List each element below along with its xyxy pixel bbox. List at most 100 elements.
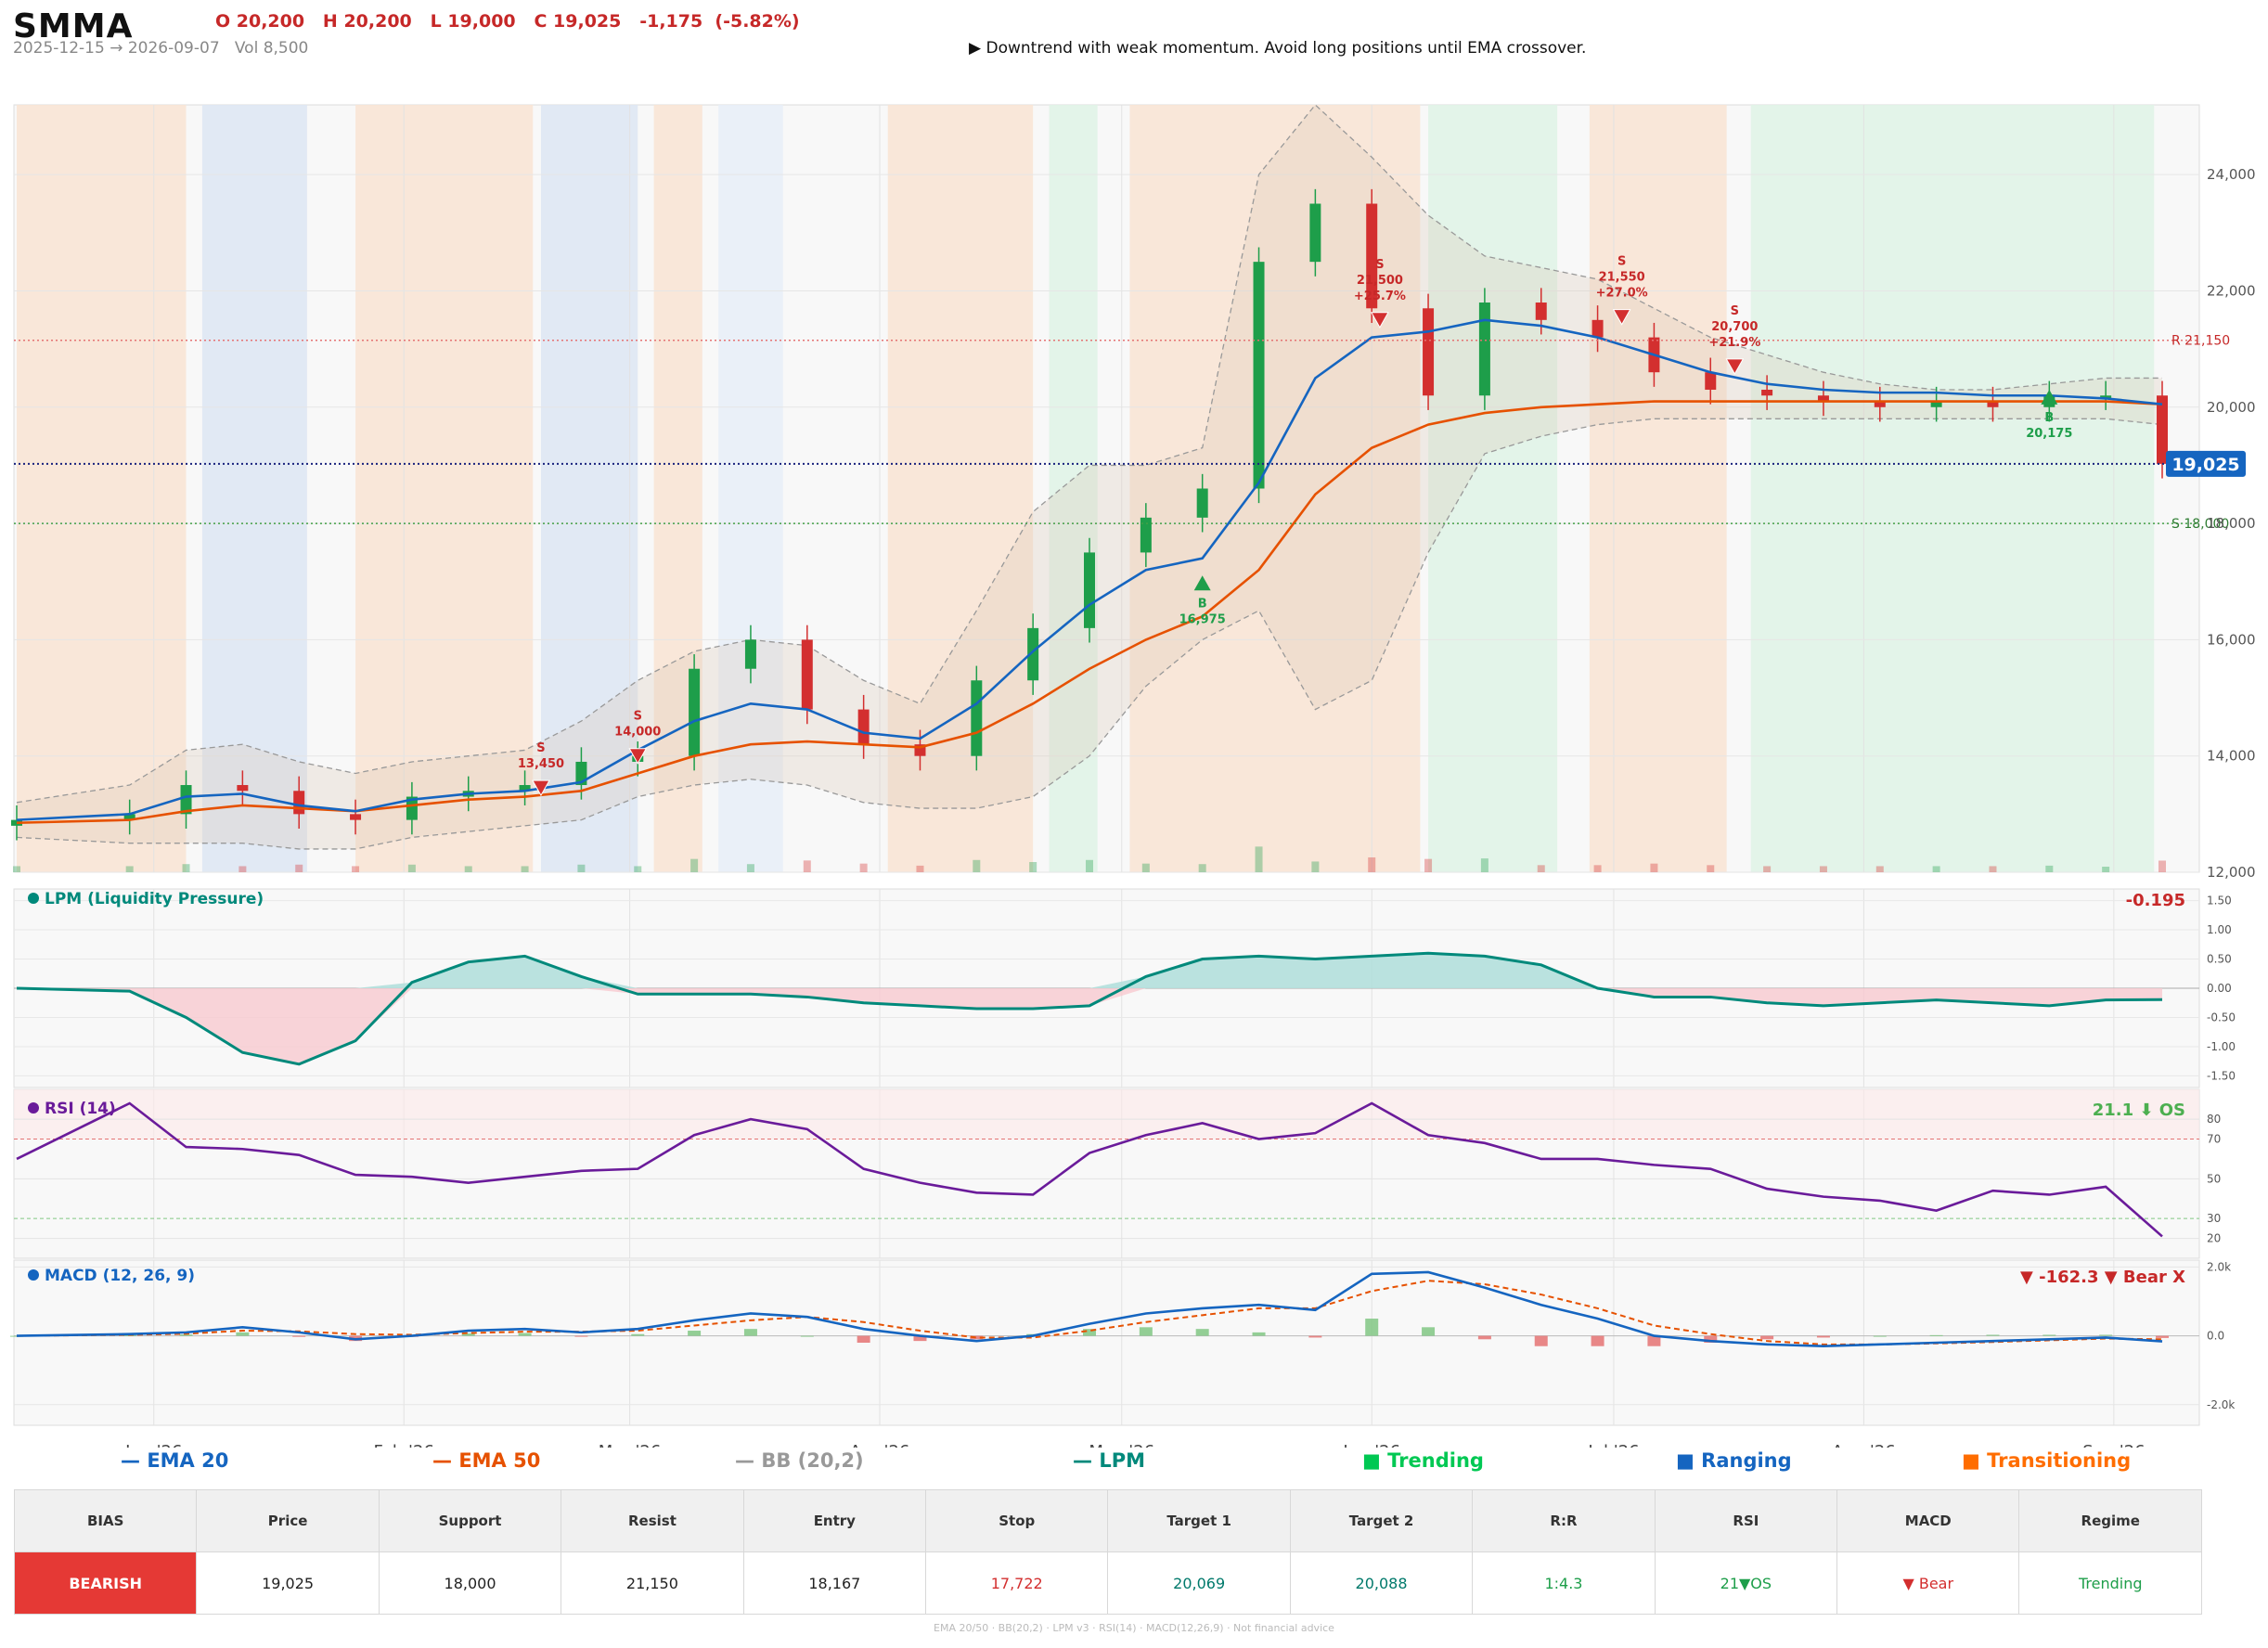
macd-histogram-bar [461,1333,475,1336]
trade-signals: S13,450S14,000B16,975S21,500+25.7%S21,55… [518,255,2072,797]
macd-histogram-bar [574,1335,588,1337]
bias-badge: BEARISH [13,1551,198,1615]
y-tick-label: 1.00 [2207,923,2232,936]
macd-histogram-bar [1534,1335,1548,1346]
macd-histogram-bar [1477,1335,1491,1340]
candle-body [1366,203,1378,309]
legend-ranging: ■ Ranging [1676,1449,1792,1472]
summary-value: 21,150 [561,1551,744,1615]
volume-bar [1480,858,1488,872]
summary-value: ▼ Bear [1836,1551,2020,1615]
y-tick-label: 0.00 [2207,982,2232,995]
volume-bar [1311,861,1320,872]
candle-body [1930,401,1942,407]
bb-fill [17,105,2162,849]
y-tick-label: 14,000 [2207,748,2256,765]
signal-label: +25.7% [1354,290,1406,303]
candle-body [1423,308,1435,396]
signal-label: 16,975 [1179,612,1226,626]
volume-bar [352,866,360,872]
candle-body [1817,395,1829,402]
ticker-symbol: SMMA [13,7,134,45]
volume-bar [295,864,303,872]
volume-bar [1650,863,1658,872]
lpm-value: -0.195 [2126,891,2185,910]
summary-header: BIAS [13,1489,198,1552]
candle-body [1591,319,1604,338]
buy-marker [2041,389,2058,405]
macd-histogram-bar [857,1335,870,1343]
signal-label: S [1375,258,1384,272]
regime-band [1049,105,1098,872]
y-tick-label: 12,000 [2207,864,2256,881]
regime-band [201,105,307,872]
rsi-dot-icon [28,1102,39,1114]
summary-header-row: BIAS Price Support Resist Entry Stop Tar… [13,1489,2202,1552]
macd-histogram-bar [1816,1335,1830,1338]
volume-bar [1763,866,1772,872]
regime-band [355,105,534,872]
y-tick-label: -1.50 [2207,1069,2236,1082]
macd-histogram-bar [1760,1335,1774,1340]
volume-bar [1424,858,1433,872]
lpm-line [16,951,2163,1066]
rsi-line [16,1101,2163,1238]
square-icon: ■ [1362,1449,1381,1472]
volume-bar [1086,859,1093,872]
macd-histogram-bar [1365,1319,1379,1336]
x-tick-label: Mar '26 [599,1442,662,1448]
candle-body [1478,303,1490,396]
signal-label: S [634,710,642,724]
last-price-badge [2166,450,2246,477]
volume-bar [2045,865,2054,872]
candle-body [1140,517,1152,553]
volume-bar [973,859,981,872]
volume-bar [1198,864,1206,872]
signal-label: 20,175 [2026,427,2072,441]
y-tick-label: 0.0 [2207,1330,2224,1343]
bollinger-bands [16,104,2163,850]
sell-marker [628,748,648,765]
volume-bar [1141,863,1150,872]
candle-body [237,785,249,792]
candle-body [350,814,362,820]
resistance-label: R 21,150 [2171,334,2230,349]
macd-histogram-bar [179,1334,193,1336]
ohlc-readout: O 20,200 H 20,200 L 19,000 C 19,025 -1,1… [215,11,800,32]
x-tick-label: Sep '26 [2082,1442,2146,1448]
candle-body [519,785,531,792]
macd-histogram-bar [292,1335,306,1337]
y-tick-label: 16,000 [2207,631,2256,648]
insight-text: ▶ Downtrend with weak momentum. Avoid lo… [969,39,1587,58]
summary-header: Target 1 [1107,1489,1291,1552]
volume-bar [1875,866,1884,872]
y-tick-label: -2.0k [2207,1398,2235,1411]
lpm-title: LPM (Liquidity Pressure) [45,890,264,908]
volume-bar [2158,860,2166,872]
volume-bar [407,864,416,872]
candle-body [1987,401,1999,407]
volume-bar [464,866,472,872]
y-tick-label: -1.00 [2207,1040,2236,1053]
summary-header: Price [196,1489,380,1552]
macd-signal-line [16,1280,2163,1345]
macd-histogram-bar [2156,1335,2169,1338]
x-tick-label: Feb '26 [373,1442,433,1448]
summary-header: Resist [561,1489,744,1552]
summary-header: Support [378,1489,562,1552]
macd-histogram-bar [2042,1334,2056,1336]
y-tick-label: 30 [2207,1212,2221,1225]
volume-bar [125,866,134,872]
candle-body [1874,401,1886,407]
candle-body [123,814,135,820]
x-tick-label: Apr '26 [850,1442,910,1448]
legend-line-icon: — [735,1449,754,1472]
macd-histogram-bar [1252,1332,1266,1336]
summary-header: Regime [2018,1489,2202,1552]
macd-histogram-bar [1195,1329,1209,1336]
volume-bar [1989,866,1997,872]
legend-ema50: — EMA 50 [432,1449,541,1472]
signal-label: 20,700 [1711,320,1758,334]
volume-bar [1593,865,1602,872]
price-levels: R 21,150 S 18,000 19,025 [14,334,2246,532]
